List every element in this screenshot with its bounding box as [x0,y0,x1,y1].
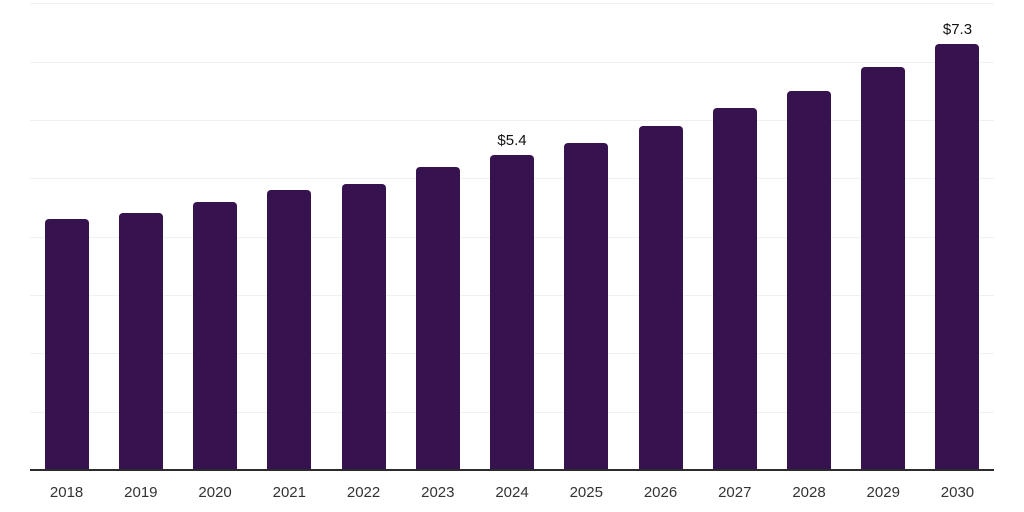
x-tick-2019: 2019 [124,484,158,501]
bar-2019 [118,213,163,470]
bar-2027 [712,108,757,470]
gridline-7 [30,61,994,63]
x-tick-2020: 2020 [198,484,232,501]
bar-2021 [267,189,312,470]
x-tick-2024: 2024 [495,484,529,501]
x-tick-2026: 2026 [643,484,678,501]
data-label-2024: $5.4 [497,131,527,149]
x-tick-2021: 2021 [272,484,306,501]
gridline-6 [30,119,994,121]
x-tick-2018: 2018 [49,484,84,501]
bar-2025 [564,143,609,470]
bar-2024 [490,154,535,470]
x-tick-2027: 2027 [718,484,752,501]
x-tick-2025: 2025 [569,484,603,501]
x-tick-2028: 2028 [792,484,826,501]
bar-2023 [415,166,460,470]
gridline-8 [30,3,994,5]
bar-2028 [787,90,831,470]
bar-2030 [935,44,980,470]
x-tick-2022: 2022 [346,484,381,501]
x-tick-2030: 2030 [940,484,975,501]
bar-2026 [638,125,683,470]
x-axis-line [30,469,994,471]
bar-2029 [861,67,906,470]
x-tick-2029: 2029 [866,484,900,501]
data-label-2030: $7.3 [942,21,973,39]
bar-2018 [44,219,89,470]
bar-2020 [193,201,238,470]
bar-2022 [341,184,386,470]
x-tick-2023: 2023 [421,484,455,501]
